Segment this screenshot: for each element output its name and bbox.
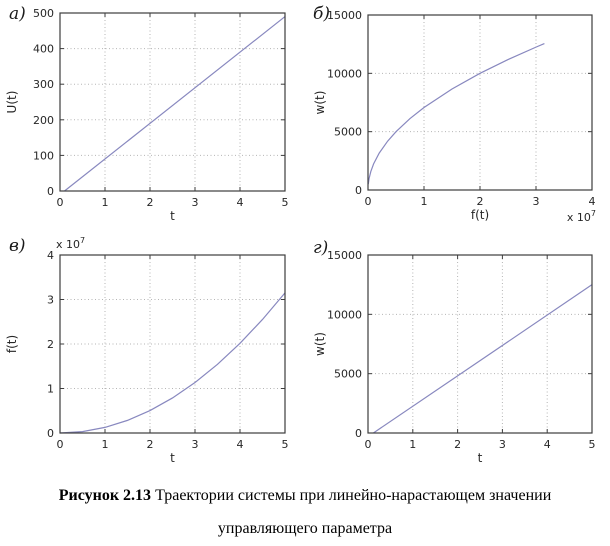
y-tick-label: 10000 xyxy=(327,67,362,80)
y-axis-label: f(t) xyxy=(5,335,19,353)
y-tick-label: 5000 xyxy=(334,368,362,381)
x-axis-label: t xyxy=(170,451,175,465)
plot-panel-v: 0 1 2 3 4 5 0 1 2 3 4 t f(t) x 107 xyxy=(5,236,289,465)
figure-caption-line2: управляющего параметра xyxy=(217,520,393,537)
plot-panel-b: 0 1 2 3 4 0 5000 10000 15000 f(t) w(t) x 107 xyxy=(313,9,596,224)
x-tick-label: 2 xyxy=(454,438,461,451)
panel-letter-b: б) xyxy=(313,4,331,24)
x-tick-label: 4 xyxy=(544,438,551,451)
x-tick-label: 4 xyxy=(589,195,596,208)
y-tick-label: 100 xyxy=(33,149,54,162)
x-tick-label: 4 xyxy=(237,196,244,209)
x-tick-label: 4 xyxy=(237,438,244,451)
series-line xyxy=(373,284,593,434)
x-tick-label: 3 xyxy=(192,196,199,209)
x-tick-label: 1 xyxy=(102,438,109,451)
y-tick-label: 400 xyxy=(33,43,54,56)
figure-caption-line1: Рисунок 2.13 Траектории системы при лине… xyxy=(0,487,610,505)
figure-caption-text: Траектории системы при линейно-нарастающ… xyxy=(151,487,552,504)
axis-exponent-label: x 107 xyxy=(56,236,85,251)
chart-wt-vs-ft: 0 1 2 3 4 0 5000 10000 15000 f(t) w(t) x 107 xyxy=(305,0,610,228)
y-axis-label: U(t) xyxy=(5,91,19,114)
y-tick-label: 3 xyxy=(47,294,54,307)
x-tick-label: 1 xyxy=(409,438,416,451)
x-tick-label: 3 xyxy=(192,438,199,451)
y-tick-label: 200 xyxy=(33,114,54,127)
axis-exponent-label: x 107 xyxy=(567,209,596,224)
x-tick-label: 1 xyxy=(102,196,109,209)
x-axis-label: f(t) xyxy=(471,208,489,222)
x-tick-label: 2 xyxy=(147,438,154,451)
x-tick-label: 1 xyxy=(421,195,428,208)
y-tick-label: 300 xyxy=(33,78,54,91)
y-tick-label: 4 xyxy=(47,249,54,262)
axes-frame xyxy=(59,254,286,434)
x-tick-label: 3 xyxy=(499,438,506,451)
exponent-superscript: 7 xyxy=(80,236,85,245)
panel-letter-a: а) xyxy=(9,4,26,24)
x-tick-label: 2 xyxy=(147,196,154,209)
plot-area xyxy=(60,13,285,191)
y-tick-label: 15000 xyxy=(327,249,362,262)
x-tick-label: 5 xyxy=(282,196,289,209)
x-tick-label: 3 xyxy=(533,195,540,208)
y-tick-label: 5000 xyxy=(334,126,362,139)
y-tick-label: 0 xyxy=(355,184,362,197)
x-tick-label: 5 xyxy=(589,438,596,451)
y-tick-label: 15000 xyxy=(327,9,362,22)
series-line xyxy=(59,292,286,434)
x-tick-label: 0 xyxy=(57,438,64,451)
x-tick-label: 0 xyxy=(365,195,372,208)
y-tick-label: 1 xyxy=(47,383,54,396)
series-line xyxy=(64,16,286,192)
plot-panel-g: 0 1 2 3 4 5 0 5000 10000 15000 t w(t) xyxy=(313,249,596,465)
panel-letter-v: в) xyxy=(9,236,26,256)
x-tick-label: 5 xyxy=(282,438,289,451)
x-axis-label: t xyxy=(170,209,175,223)
y-axis-label: w(t) xyxy=(313,91,327,115)
chart-ft-vs-t: 0 1 2 3 4 5 0 1 2 3 4 t f(t) x 107 xyxy=(0,230,305,472)
chart-ut-vs-t: 0 1 2 3 4 5 0 100 200 300 400 500 t U(t) xyxy=(0,0,305,228)
plot-area xyxy=(368,255,592,433)
panel-letter-g: г) xyxy=(313,238,329,258)
x-tick-label: 0 xyxy=(57,196,64,209)
y-tick-label: 0 xyxy=(355,427,362,440)
x-tick-label: 0 xyxy=(365,438,372,451)
x-tick-label: 2 xyxy=(477,195,484,208)
y-tick-label: 0 xyxy=(47,185,54,198)
y-axis-label: w(t) xyxy=(313,332,327,356)
y-tick-label: 2 xyxy=(47,338,54,351)
y-tick-label: 500 xyxy=(33,7,54,20)
y-tick-label: 0 xyxy=(47,427,54,440)
x-axis-label: t xyxy=(478,451,483,465)
axes-frame xyxy=(367,254,593,434)
series-line xyxy=(367,43,545,185)
exponent-superscript: 7 xyxy=(591,209,596,218)
axes-frame xyxy=(367,14,593,191)
plot-panel-a: 0 1 2 3 4 5 0 100 200 300 400 500 t U(t) xyxy=(5,7,289,223)
chart-wt-vs-t: 0 1 2 3 4 5 0 5000 10000 15000 t w(t) xyxy=(305,230,610,472)
y-tick-label: 10000 xyxy=(327,308,362,321)
axes-frame xyxy=(59,12,286,192)
figure-caption-number: Рисунок 2.13 xyxy=(58,487,152,504)
